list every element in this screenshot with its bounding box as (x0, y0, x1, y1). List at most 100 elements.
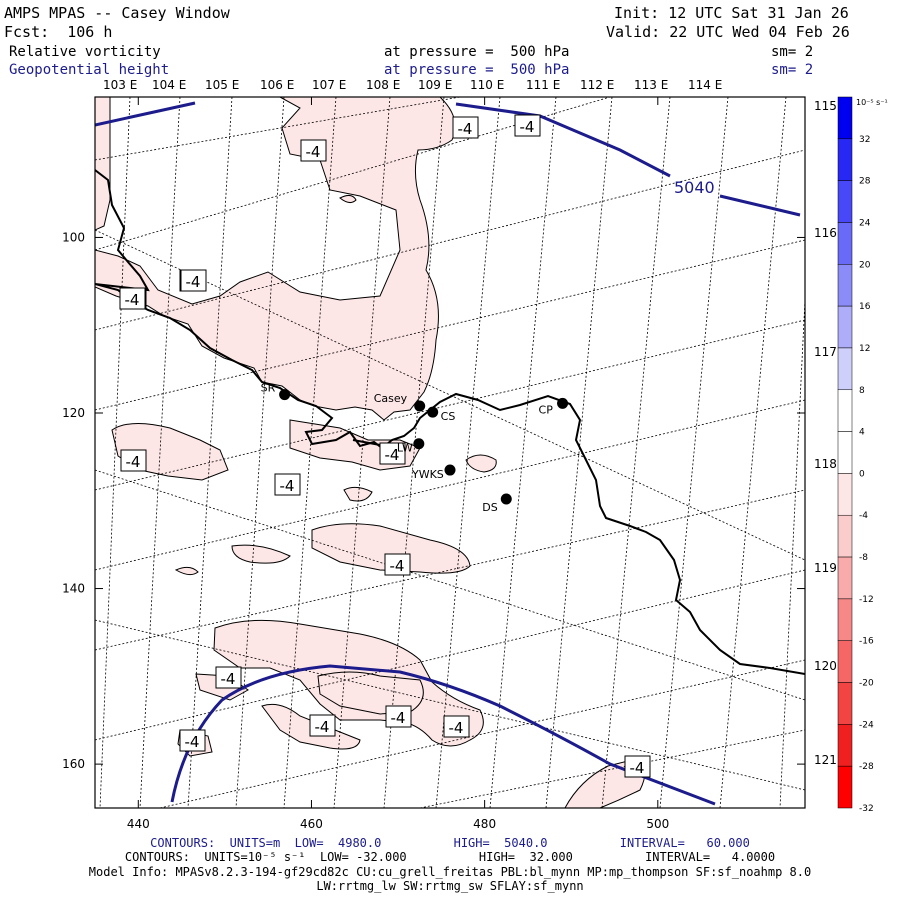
colorbar-tick-label: -8 (859, 553, 868, 563)
vorticity-area (343, 486, 373, 502)
longitude-label: 103 E (103, 78, 137, 92)
longitude-label: 111 E (526, 78, 560, 92)
colorbar-swatch (837, 264, 853, 307)
vorticity-contour-label: -4 (119, 287, 146, 310)
vorticity-area (339, 194, 357, 204)
colorbar-swatch (837, 598, 853, 641)
colorbar-tick-label: 20 (859, 260, 871, 270)
height-contour-info: CONTOURS: UNITS=m LOW= 4980.0 HIGH= 5040… (150, 836, 750, 850)
height-contour (170, 664, 716, 806)
height-contours (95, 101, 801, 806)
colorbar-swatch (837, 389, 853, 432)
svg-text:-4: -4 (391, 709, 406, 727)
height-contour-label: 5040 (674, 178, 715, 197)
colorbar-swatch (837, 556, 853, 600)
vorticity-contour-label: -4 (309, 714, 336, 737)
colorbar-tick-label: 32 (859, 135, 870, 145)
colorbar-tick-label: 12 (859, 344, 870, 354)
colorbar-tick-label: -24 (859, 720, 874, 730)
colorbar-swatch (837, 765, 853, 809)
colorbar-tick-label: 24 (859, 218, 871, 228)
vorticity-contour-label: -4 (180, 269, 207, 292)
svg-text:-4: -4 (390, 557, 405, 575)
longitude-label: 105 E (205, 78, 239, 92)
longitude-label: 114 E (688, 78, 722, 92)
vorticity-contour-label: -4 (179, 729, 206, 752)
colorbar-tick-label: -20 (859, 679, 874, 689)
longitude-label: 110 E (470, 78, 504, 92)
height-contour (455, 102, 671, 178)
vorticity-contour-label: -4 (379, 442, 406, 465)
colorbar-swatch (837, 431, 853, 474)
vorticity-contour-label: -4 (120, 449, 147, 472)
station-marker: YWKS (411, 464, 456, 481)
colorbar-swatch (837, 682, 853, 725)
field1-smoothing: sm= 2 (771, 44, 814, 60)
x-tick-label: 480 (473, 817, 496, 831)
longitude-label: 108 E (366, 78, 400, 92)
colorbar-tick-label: -28 (859, 762, 874, 772)
colorbar-swatch (837, 473, 853, 516)
longitude-label: 107 E (312, 78, 346, 92)
station-marker: CS (427, 406, 455, 423)
station-label: DS (482, 501, 497, 514)
vorticity-contour-info: CONTOURS: UNITS=10⁻⁵ s⁻¹ LOW= -32.000 HI… (124, 850, 776, 864)
valid-time: Valid: 22 UTC Wed 04 Feb 26 (606, 23, 850, 41)
station-label: SR (261, 382, 276, 395)
x-tick-label: 440 (127, 817, 150, 831)
svg-text:-4: -4 (315, 718, 330, 736)
forecast-hour: Fcst: 106 h (4, 23, 113, 41)
station-label: Casey (374, 392, 408, 405)
vorticity-contour-label: -4 (514, 114, 541, 137)
colorbar-swatch (837, 96, 853, 140)
colorbar-tick-label: 8 (859, 386, 865, 396)
vorticity-shading (95, 97, 646, 808)
longitude-label: 112 E (580, 78, 614, 92)
init-time: Init: 12 UTC Sat 31 Jan 26 (614, 4, 849, 22)
colorbar-tick-label: 0 (859, 469, 865, 479)
colorbar-tick-label: -16 (859, 637, 874, 647)
field2-level: at pressure = 500 hPa (384, 62, 570, 78)
model-info-physics: LW:rrtmg_lw SW:rrtmg_sw SFLAY:sf_mynn (316, 879, 584, 893)
longitude-label: 113 E (634, 78, 668, 92)
colorbar-swatch (837, 347, 853, 391)
y-tick-label: 100 (62, 230, 85, 244)
graticule (95, 97, 805, 808)
colorbar-tick-label: -4 (859, 511, 868, 521)
colorbar-swatch (837, 724, 853, 767)
field2-name: Geopotential height (9, 62, 170, 78)
vorticity-contour-label: -4 (300, 139, 327, 162)
station-label: CP (539, 403, 554, 416)
station-label: YWKS (411, 468, 444, 481)
svg-text:-4: -4 (126, 453, 141, 471)
model-info: Model Info: MPASv8.2.3-194-gf29cd82c CU:… (88, 865, 812, 879)
colorbar-swatch (837, 138, 853, 181)
colorbar-swatch (837, 180, 853, 223)
svg-text:-4: -4 (520, 118, 535, 136)
longitude-label: 106 E (260, 78, 294, 92)
colorbar-swatch (837, 305, 853, 349)
colorbar-tick-label: 28 (859, 177, 871, 187)
x-tick-label: 460 (300, 817, 323, 831)
vorticity-area (174, 566, 199, 576)
vorticity-area (95, 97, 456, 421)
svg-text:-4: -4 (630, 759, 645, 777)
colorbar-unit: 10⁻⁵ s⁻¹ (856, 98, 888, 107)
svg-text:-4: -4 (449, 719, 464, 737)
svg-text:-4: -4 (185, 733, 200, 751)
y-tick-label: 160 (62, 757, 85, 771)
svg-text:-4: -4 (125, 291, 140, 309)
height-contour (95, 101, 196, 127)
vorticity-contour-label: -4 (624, 755, 651, 778)
colorbar-swatch (837, 222, 853, 265)
longitude-label: 109 E (418, 78, 452, 92)
colorbar-tick-label: 16 (859, 302, 871, 312)
vorticity-area (231, 544, 291, 564)
vorticity-area (465, 454, 497, 473)
vorticity-contour-label: -4 (215, 666, 242, 689)
station-marker: CP (539, 397, 569, 416)
y-tick-label: 140 (62, 582, 85, 596)
station-marker: LW (397, 438, 425, 455)
field1-level: at pressure = 500 hPa (384, 44, 570, 60)
vorticity-contour-label: -4 (384, 553, 411, 576)
